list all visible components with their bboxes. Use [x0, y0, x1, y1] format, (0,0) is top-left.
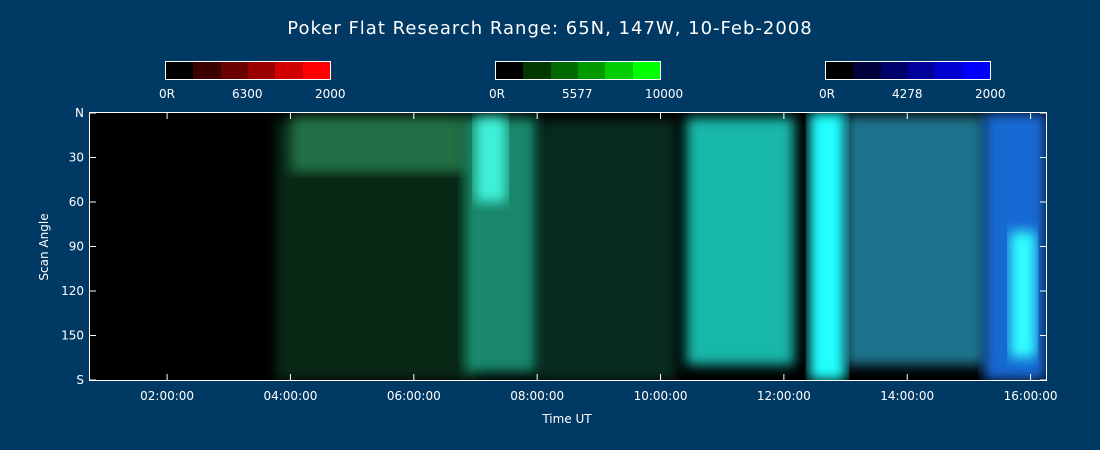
colorbar-segment [826, 62, 854, 79]
x-axis: 02:00:00 04:00:00 06:00:00 08:00:00 10:00:00… [140, 113, 1058, 403]
colorbar-segment [166, 62, 194, 79]
x-tick-label: 14:00:00 [880, 389, 934, 403]
colorbar-segment [523, 62, 551, 79]
x-tick-label: 16:00:00 [1004, 389, 1058, 403]
colorbar-5577-mid-label: 5577 [562, 87, 593, 101]
colorbar-6300-max-label: 2000 [315, 87, 346, 101]
colorbar-segment [632, 62, 660, 79]
colorbar-4278-strip [825, 61, 991, 80]
aurora-band [845, 115, 985, 366]
x-tick-label: 04:00:00 [263, 389, 317, 403]
colorbar-segment [935, 62, 963, 79]
y-tick-label: S [76, 373, 84, 387]
y-tick-label: 120 [61, 284, 84, 298]
aurora-band [290, 115, 466, 173]
aurora-band [809, 113, 846, 380]
colorbar-segment [880, 62, 908, 79]
aurora-bands [275, 113, 1046, 380]
colorbar-6300-mid-label: 6300 [232, 87, 263, 101]
colorbar-segment [550, 62, 578, 79]
y-axis: N 30 60 90 120 150 S [61, 106, 1046, 387]
colorbar-5577-min-label: 0R [489, 87, 505, 101]
x-tick-label: 06:00:00 [387, 389, 441, 403]
colorbar-6300-strip [165, 61, 331, 80]
y-tick-label: 30 [69, 151, 84, 165]
colorbar-segment [275, 62, 303, 79]
colorbar-segment [907, 62, 936, 79]
y-axis-title: Scan Angle [37, 213, 51, 280]
y-tick-label: 60 [69, 195, 84, 209]
plot-frame [89, 112, 1047, 381]
colorbar-4278-min-label: 0R [819, 87, 835, 101]
colorbar-segment [605, 62, 633, 79]
colorbar-segment [247, 62, 276, 79]
colorbar-5577-max-label: 10000 [645, 87, 684, 101]
aurora-band [1010, 231, 1036, 358]
y-tick-label: 90 [69, 240, 84, 254]
colorbar-4278-max-label: 2000 [975, 87, 1006, 101]
aurora-band [686, 117, 795, 366]
colorbar-segment [193, 62, 221, 79]
aurora-band [537, 120, 676, 380]
colorbar-segment [853, 62, 881, 79]
y-tick-label: N [75, 106, 84, 120]
x-axis-title: Time UT [541, 412, 592, 426]
colorbar-segment [496, 62, 524, 79]
colorbar-4278-mid-label: 4278 [892, 87, 923, 101]
x-tick-label: 10:00:00 [634, 389, 688, 403]
colorbar-segment [577, 62, 606, 79]
chart-title: Poker Flat Research Range: 65N, 147W, 10… [287, 18, 813, 39]
x-tick-label: 02:00:00 [140, 389, 194, 403]
colorbar-segment [962, 62, 990, 79]
y-tick-label: 150 [61, 329, 84, 343]
x-tick-label: 08:00:00 [510, 389, 564, 403]
aurora-band [475, 117, 507, 202]
colorbar-5577-strip [495, 61, 661, 80]
colorbar-6300-min-label: 0R [159, 87, 175, 101]
colorbar-segment [302, 62, 330, 79]
colorbar-segment [220, 62, 248, 79]
x-tick-label: 12:00:00 [757, 389, 811, 403]
